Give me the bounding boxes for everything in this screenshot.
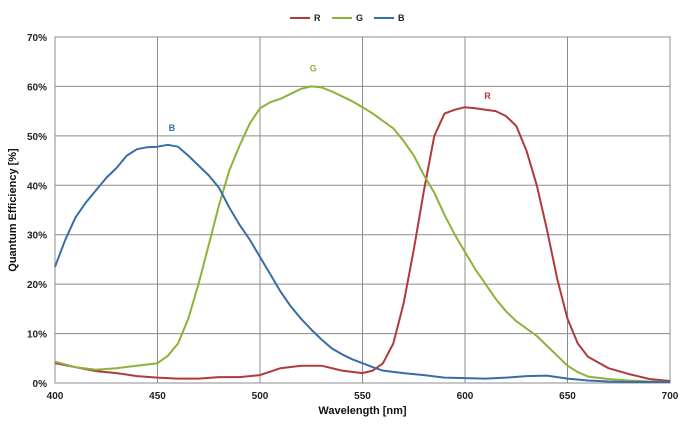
series-line-r xyxy=(54,106,671,382)
y-axis-title: Quantum Efficiency [%] xyxy=(7,148,19,272)
y-tick-label: 0% xyxy=(33,379,48,390)
x-tick-label: 650 xyxy=(559,391,576,402)
series-line-g xyxy=(54,85,671,383)
series-line-b xyxy=(54,143,670,383)
y-tick-label: 50% xyxy=(27,132,47,143)
annotation-g: G xyxy=(310,64,317,74)
y-axis-ticks: 0% 10% 20% 30% 40% 50% 60% 70% xyxy=(27,33,47,390)
legend-label-g: G xyxy=(356,13,363,23)
y-tick-label: 20% xyxy=(27,280,47,291)
y-tick-label: 70% xyxy=(27,33,47,44)
x-axis-ticks: 400 450 500 550 600 650 700 xyxy=(47,391,679,402)
annotations: R G B xyxy=(169,64,492,133)
legend-label-b: B xyxy=(398,13,405,23)
x-tick-label: 450 xyxy=(149,391,166,402)
x-tick-label: 600 xyxy=(457,391,474,402)
annotation-r: R xyxy=(484,91,491,101)
y-tick-label: 30% xyxy=(27,231,47,242)
series-layer xyxy=(54,85,671,383)
y-tick-label: 10% xyxy=(27,330,47,341)
y-tick-label: 40% xyxy=(27,181,47,192)
annotation-b: B xyxy=(169,123,176,133)
grid xyxy=(54,36,671,384)
x-tick-label: 550 xyxy=(354,391,371,402)
x-tick-label: 500 xyxy=(252,391,269,402)
x-tick-label: 400 xyxy=(47,391,64,402)
y-tick-label: 60% xyxy=(27,82,47,93)
legend-label-r: R xyxy=(314,13,321,23)
x-axis-title: Wavelength [nm] xyxy=(318,405,407,417)
plot-frame xyxy=(54,36,671,384)
x-tick-label: 700 xyxy=(662,391,679,402)
